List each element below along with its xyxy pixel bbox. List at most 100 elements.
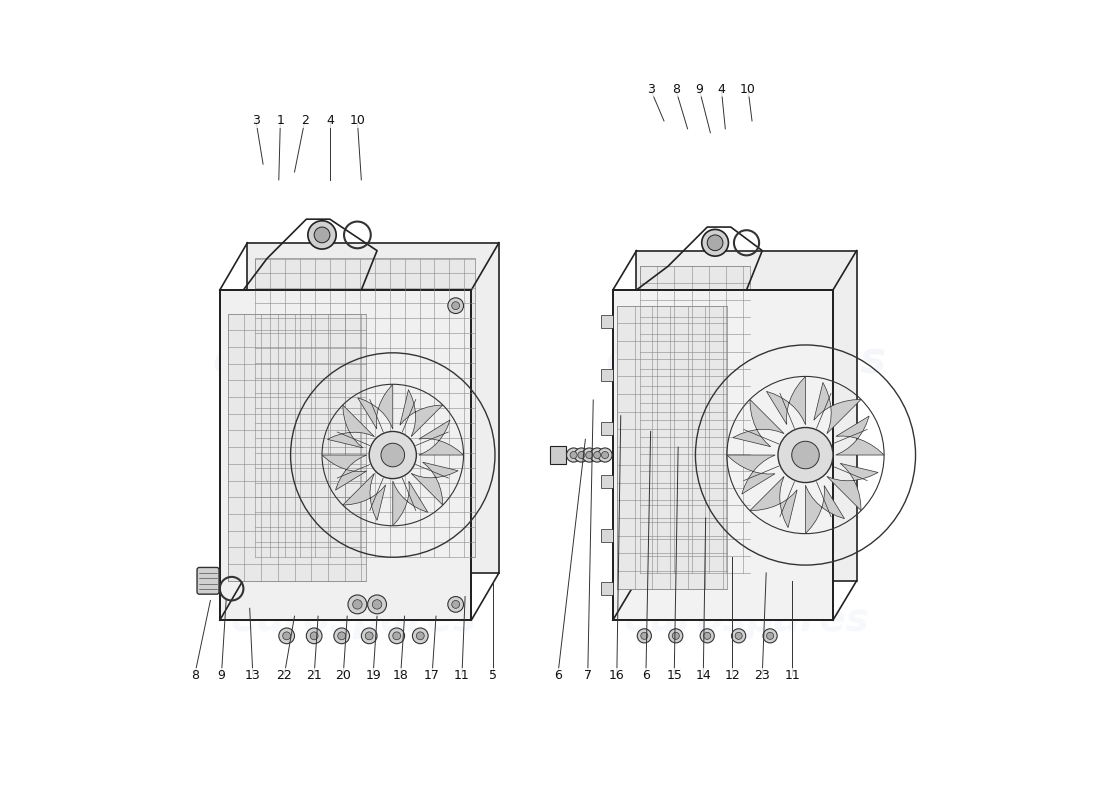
Bar	[550, 446, 565, 465]
Polygon shape	[400, 390, 443, 437]
Circle shape	[367, 595, 386, 614]
Circle shape	[700, 629, 714, 643]
Text: 14: 14	[695, 669, 712, 682]
Circle shape	[315, 227, 330, 242]
Text: 10: 10	[740, 83, 756, 96]
Bar	[601, 582, 613, 595]
Polygon shape	[322, 455, 366, 490]
Text: 15: 15	[667, 669, 682, 682]
Text: 22: 22	[276, 669, 293, 682]
Circle shape	[704, 632, 711, 639]
Text: 18: 18	[393, 669, 408, 682]
Polygon shape	[750, 477, 798, 528]
Circle shape	[637, 629, 651, 643]
Circle shape	[669, 629, 683, 643]
Text: 21: 21	[306, 669, 322, 682]
Circle shape	[381, 443, 405, 467]
Circle shape	[582, 448, 596, 462]
Text: eurospares: eurospares	[212, 339, 494, 382]
Polygon shape	[613, 290, 833, 620]
Text: 9: 9	[695, 83, 703, 96]
Text: 1: 1	[276, 114, 284, 127]
Text: 8: 8	[190, 669, 199, 682]
Circle shape	[283, 632, 290, 640]
Bar	[617, 306, 727, 589]
Text: 5: 5	[490, 669, 497, 682]
Circle shape	[598, 448, 612, 462]
Polygon shape	[733, 399, 784, 446]
Text: 13: 13	[245, 669, 261, 682]
Text: 6: 6	[554, 669, 562, 682]
Circle shape	[333, 628, 350, 644]
Circle shape	[702, 230, 728, 256]
Circle shape	[370, 431, 417, 478]
Text: 11: 11	[454, 669, 470, 682]
Circle shape	[338, 632, 345, 640]
Text: 2: 2	[300, 114, 309, 127]
Circle shape	[388, 628, 405, 644]
Bar	[255, 258, 475, 558]
Circle shape	[672, 632, 680, 639]
Circle shape	[767, 632, 773, 639]
Circle shape	[372, 600, 382, 609]
Circle shape	[792, 442, 820, 469]
Bar	[640, 266, 750, 573]
Text: 16: 16	[609, 669, 625, 682]
Polygon shape	[827, 463, 878, 510]
Circle shape	[306, 628, 322, 644]
Text: 3: 3	[252, 114, 260, 127]
Polygon shape	[220, 290, 472, 620]
Polygon shape	[805, 486, 845, 534]
Circle shape	[735, 632, 743, 639]
Text: 6: 6	[642, 669, 650, 682]
Circle shape	[393, 632, 400, 640]
Text: 23: 23	[755, 669, 770, 682]
Circle shape	[586, 451, 593, 458]
Circle shape	[566, 448, 581, 462]
Text: 4: 4	[717, 83, 725, 96]
Circle shape	[308, 221, 337, 249]
Bar	[601, 315, 613, 328]
Circle shape	[365, 632, 373, 640]
Text: 20: 20	[336, 669, 351, 682]
Text: 7: 7	[584, 669, 592, 682]
Circle shape	[452, 302, 460, 310]
Circle shape	[448, 597, 463, 612]
Text: 19: 19	[365, 669, 381, 682]
Circle shape	[732, 629, 746, 643]
Circle shape	[763, 629, 778, 643]
Circle shape	[348, 595, 366, 614]
Text: 4: 4	[326, 114, 333, 127]
FancyBboxPatch shape	[197, 567, 219, 594]
Bar	[601, 529, 613, 542]
Circle shape	[278, 628, 295, 644]
Circle shape	[417, 632, 425, 640]
Polygon shape	[393, 481, 428, 526]
Bar	[601, 422, 613, 434]
Circle shape	[590, 448, 604, 462]
Text: 11: 11	[784, 669, 800, 682]
Circle shape	[574, 448, 589, 462]
Polygon shape	[248, 242, 499, 573]
Circle shape	[310, 632, 318, 640]
Circle shape	[361, 628, 377, 644]
Polygon shape	[411, 462, 458, 505]
Circle shape	[570, 451, 578, 458]
Polygon shape	[343, 474, 386, 520]
Circle shape	[578, 451, 585, 458]
Text: eurospares: eurospares	[624, 601, 869, 639]
Circle shape	[452, 601, 460, 608]
Polygon shape	[767, 377, 805, 425]
Circle shape	[707, 235, 723, 250]
Text: 3: 3	[647, 83, 654, 96]
Text: eurospares: eurospares	[606, 339, 888, 382]
Polygon shape	[419, 420, 463, 455]
Circle shape	[778, 427, 833, 482]
Polygon shape	[637, 250, 857, 581]
Bar	[228, 314, 366, 581]
Polygon shape	[814, 382, 861, 434]
Circle shape	[594, 451, 601, 458]
Polygon shape	[358, 384, 393, 429]
Circle shape	[353, 600, 362, 609]
Polygon shape	[727, 455, 776, 494]
